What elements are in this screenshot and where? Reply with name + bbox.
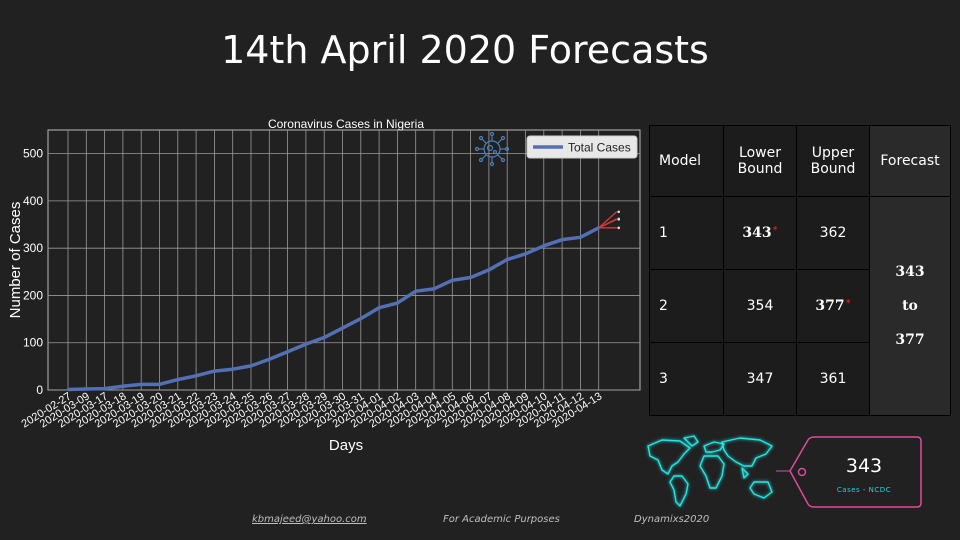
data-point [176, 378, 179, 381]
cell-lower: 347 [723, 342, 797, 416]
data-point [231, 368, 234, 371]
footer-email-suffix: . [363, 514, 367, 525]
y-tick-label: 300 [23, 241, 43, 255]
header-model: Model [649, 125, 724, 197]
cell-model: 2 [649, 269, 724, 343]
highlight-star: * [845, 298, 851, 309]
cell-upper: 377* [796, 269, 870, 343]
forecast-table: Model Lower Bound Upper Bound Forecast 1… [649, 125, 951, 416]
highlight-star: * [772, 225, 778, 236]
data-point [286, 350, 289, 353]
footer-brand: Dynamixs2020 [634, 514, 710, 525]
data-point [249, 364, 253, 368]
cell-lower: 354 [723, 269, 797, 343]
forecast-to: 377 [895, 332, 925, 348]
data-point [103, 387, 106, 390]
x-tick-labels: 2020-02-272020-03-092020-03-172020-03-18… [20, 390, 605, 430]
data-point [158, 383, 161, 386]
table-row: 2 354 377* [649, 269, 951, 343]
header-forecast: Forecast [869, 125, 951, 197]
data-point [121, 385, 125, 388]
cell-forecast-range: 343 to 377 [869, 196, 951, 416]
forecast-line [598, 218, 617, 229]
data-point [487, 268, 491, 272]
cell-model: 1 [649, 196, 724, 270]
table-row: 3 347 361 [649, 342, 951, 416]
tag-outline [789, 436, 922, 508]
y-axis-label: Number of Cases [7, 202, 24, 319]
series-line-total-cases [67, 226, 600, 392]
legend-label: Total Cases [568, 141, 631, 155]
cases-chart: 0 100 200 300 400 500 2020-02-272020-03-09202… [7, 117, 641, 454]
forecast-point [617, 218, 620, 221]
data-point [432, 287, 436, 291]
data-point [451, 279, 454, 282]
forecast-to-word: to [902, 298, 918, 314]
data-point [304, 342, 308, 346]
y-tick-label: 0 [36, 383, 43, 397]
header-upper-bound: Upper Bound [796, 125, 870, 197]
virus-icon [474, 131, 510, 167]
cell-lower: 343* [723, 196, 797, 270]
y-gridlines [48, 153, 640, 391]
table-row: 1 343* 362 343 to 377 [649, 196, 951, 416]
chart-legend: Total Cases [526, 135, 638, 159]
tag-caption: Cases - NCDC [836, 486, 892, 494]
y-tick-labels: 0 100 200 300 400 500 [23, 147, 43, 397]
data-point [579, 236, 582, 239]
data-point [524, 252, 527, 256]
tag-value: 343 [845, 455, 883, 477]
y-tick-label: 100 [23, 336, 43, 350]
forecast-line [598, 211, 618, 229]
data-point [542, 244, 545, 248]
cell-upper-value: 377 [815, 298, 845, 314]
data-point [377, 306, 381, 309]
footer-purpose: For Academic Purposes [443, 514, 560, 525]
data-point [396, 301, 399, 305]
chart-title: Coronavirus Cases in Nigeria [268, 117, 424, 131]
data-point [268, 358, 271, 361]
y-tick-label: 200 [23, 288, 43, 302]
header-lower-bound: Lower Bound [723, 125, 797, 197]
data-point [359, 317, 362, 320]
data-point [341, 326, 344, 330]
data-point [597, 226, 600, 230]
table-header-row: Model Lower Bound Upper Bound Forecast [649, 125, 951, 197]
data-point [85, 387, 88, 391]
data-point [560, 238, 564, 241]
x-axis-label: Days [329, 437, 363, 454]
data-point [66, 388, 70, 391]
world-map-icon [647, 435, 773, 507]
cell-model: 3 [649, 342, 724, 416]
cell-lower-value: 343 [742, 225, 772, 241]
page-title: 14th April 2020 Forecasts [221, 28, 709, 72]
y-tick-label: 500 [23, 147, 43, 161]
forecast-point [617, 226, 620, 230]
data-point [140, 383, 143, 386]
case-count-tag [776, 436, 922, 508]
y-tick-label: 400 [23, 194, 43, 208]
forecast-lines [598, 210, 620, 230]
series-points [66, 226, 600, 391]
data-point [213, 369, 216, 373]
cell-upper: 362 [796, 196, 870, 270]
tag-hole [797, 467, 807, 477]
footer-email-link[interactable]: kbmajeed@yahoo.com [252, 514, 367, 525]
plot-area [47, 129, 641, 391]
data-point [469, 276, 472, 279]
forecast-from: 343 [895, 264, 925, 280]
cell-upper: 361 [796, 342, 870, 416]
data-point [414, 290, 417, 293]
data-point [194, 374, 198, 378]
forecast-point [617, 210, 620, 214]
data-point [506, 258, 509, 261]
data-point [323, 336, 326, 339]
